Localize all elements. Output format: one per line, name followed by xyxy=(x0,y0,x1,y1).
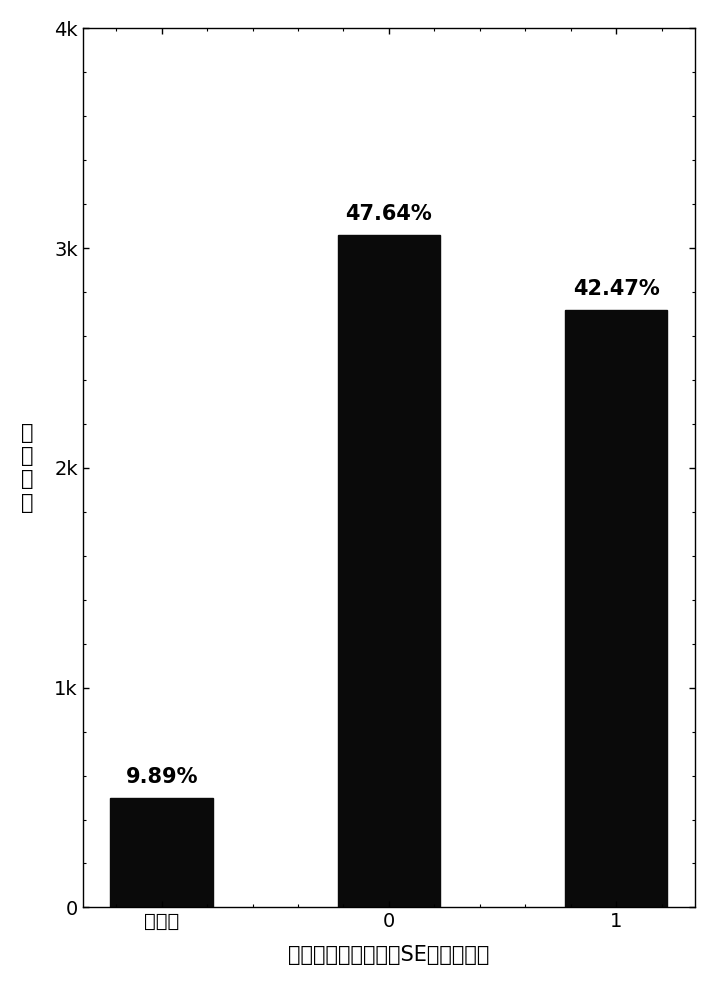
Bar xyxy=(110,798,213,907)
Text: 47.64%: 47.64% xyxy=(346,204,432,224)
Text: 42.47%: 42.47% xyxy=(573,279,659,299)
Text: 9.89%: 9.89% xyxy=(125,766,198,787)
Y-axis label: 频
率
计
数: 频 率 计 数 xyxy=(21,423,34,513)
X-axis label: 在应用稳定性增强（SE）技术之前: 在应用稳定性增强（SE）技术之前 xyxy=(289,946,490,965)
Bar xyxy=(565,310,667,907)
Bar xyxy=(338,235,440,907)
